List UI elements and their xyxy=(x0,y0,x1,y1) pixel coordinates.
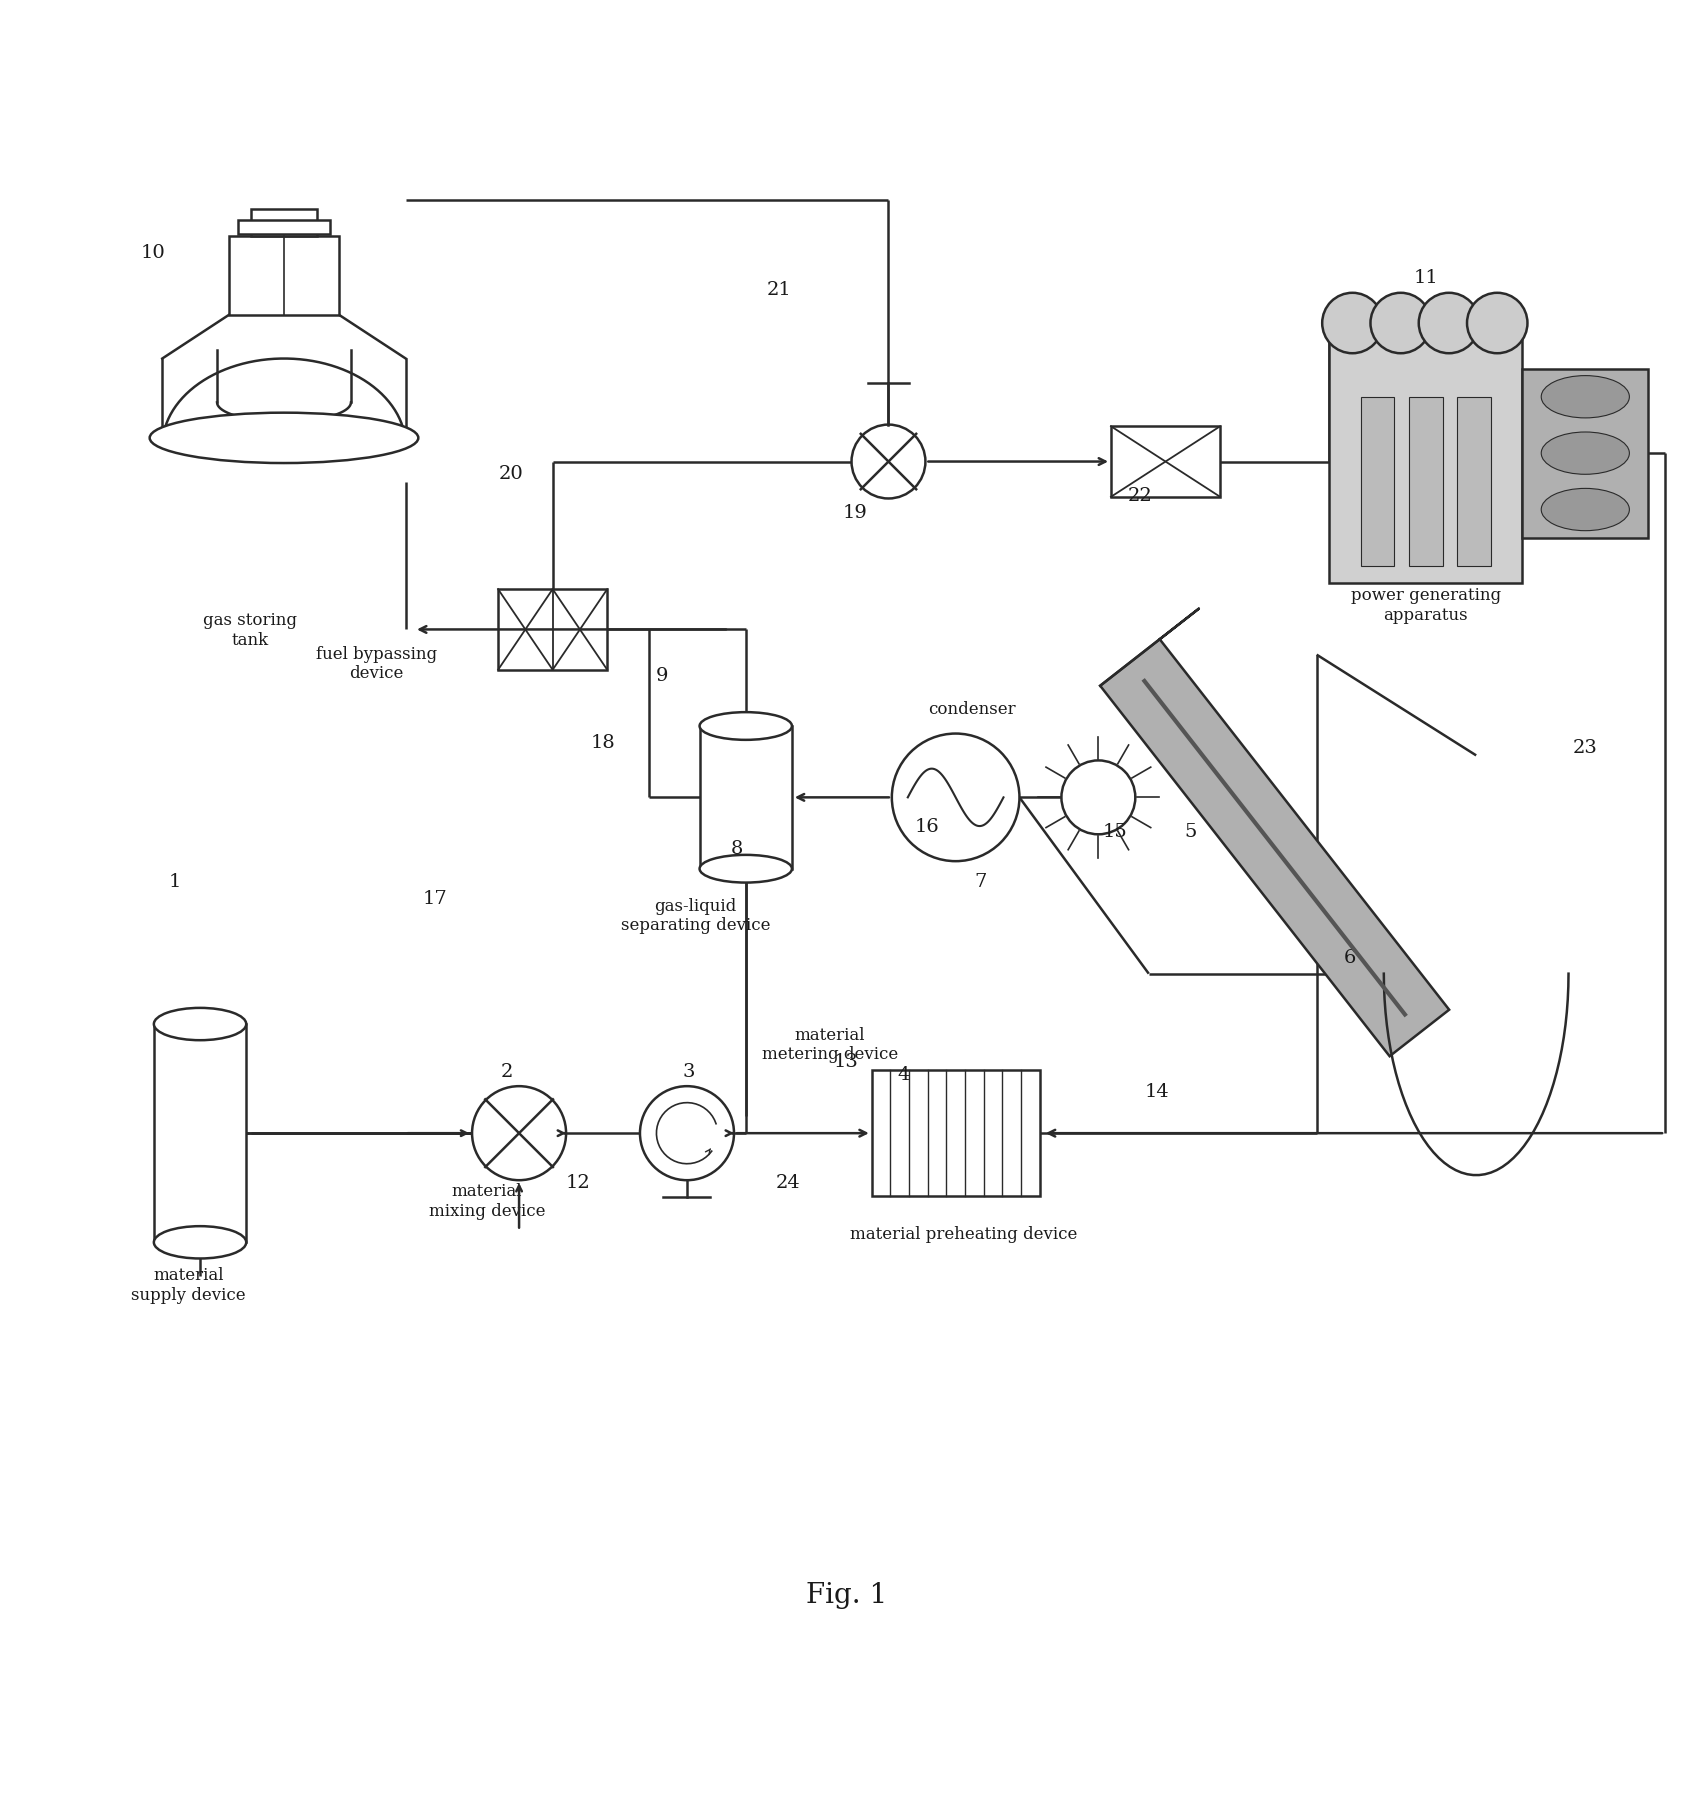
Bar xyxy=(699,727,792,869)
Bar xyxy=(229,238,339,316)
Text: 13: 13 xyxy=(835,1052,858,1070)
Text: 10: 10 xyxy=(141,243,166,261)
Text: gas-liquid
separating device: gas-liquid separating device xyxy=(621,898,770,934)
Bar xyxy=(251,209,317,238)
Text: power generating
apparatus: power generating apparatus xyxy=(1351,586,1502,624)
Text: material
mixing device: material mixing device xyxy=(428,1183,545,1219)
Bar xyxy=(872,1070,1040,1197)
Text: 8: 8 xyxy=(731,840,743,858)
Bar xyxy=(154,1025,245,1243)
Text: 15: 15 xyxy=(1102,822,1128,840)
Text: Fig. 1: Fig. 1 xyxy=(806,1582,887,1609)
Circle shape xyxy=(1322,294,1383,354)
Text: 11: 11 xyxy=(1414,268,1437,287)
Ellipse shape xyxy=(699,713,792,740)
Ellipse shape xyxy=(154,1226,245,1259)
Text: 19: 19 xyxy=(843,504,867,522)
Circle shape xyxy=(1468,294,1527,354)
Bar xyxy=(1361,397,1395,568)
Text: 4: 4 xyxy=(897,1067,909,1083)
Text: 12: 12 xyxy=(565,1174,591,1192)
Text: 9: 9 xyxy=(655,666,669,684)
Circle shape xyxy=(852,424,926,499)
Text: 17: 17 xyxy=(423,889,447,907)
Circle shape xyxy=(892,735,1019,862)
Text: material
supply device: material supply device xyxy=(130,1266,245,1302)
Text: 21: 21 xyxy=(767,281,792,299)
Text: 14: 14 xyxy=(1144,1083,1170,1101)
Text: fuel bypassing
device: fuel bypassing device xyxy=(317,646,437,682)
Ellipse shape xyxy=(149,414,418,464)
Bar xyxy=(1458,397,1492,568)
Bar xyxy=(1522,370,1649,539)
Text: 7: 7 xyxy=(975,873,987,891)
Text: 5: 5 xyxy=(1185,822,1197,840)
Text: 1: 1 xyxy=(169,873,181,891)
Ellipse shape xyxy=(1541,490,1629,532)
Circle shape xyxy=(472,1087,565,1181)
Text: 3: 3 xyxy=(682,1063,694,1081)
Text: 22: 22 xyxy=(1128,486,1153,504)
Bar xyxy=(237,221,330,234)
Ellipse shape xyxy=(1541,375,1629,419)
Bar xyxy=(1329,325,1522,584)
Bar xyxy=(1111,426,1221,497)
Text: gas storing
tank: gas storing tank xyxy=(203,611,298,648)
Text: 6: 6 xyxy=(1344,949,1356,967)
Text: 23: 23 xyxy=(1573,738,1598,756)
Text: material
metering device: material metering device xyxy=(762,1027,897,1063)
Polygon shape xyxy=(1100,640,1449,1056)
Text: material preheating device: material preheating device xyxy=(850,1226,1078,1243)
Ellipse shape xyxy=(699,856,792,883)
Bar xyxy=(498,590,608,671)
Text: 16: 16 xyxy=(914,818,940,836)
Ellipse shape xyxy=(1541,434,1629,475)
Text: 20: 20 xyxy=(498,464,523,483)
Ellipse shape xyxy=(154,1009,245,1041)
Circle shape xyxy=(640,1087,735,1181)
Text: condenser: condenser xyxy=(929,700,1016,718)
Circle shape xyxy=(1419,294,1480,354)
Text: 24: 24 xyxy=(775,1174,801,1192)
Text: 18: 18 xyxy=(591,733,615,751)
Text: 2: 2 xyxy=(501,1063,513,1081)
Bar xyxy=(1409,397,1442,568)
Circle shape xyxy=(1062,762,1136,834)
Circle shape xyxy=(1370,294,1431,354)
